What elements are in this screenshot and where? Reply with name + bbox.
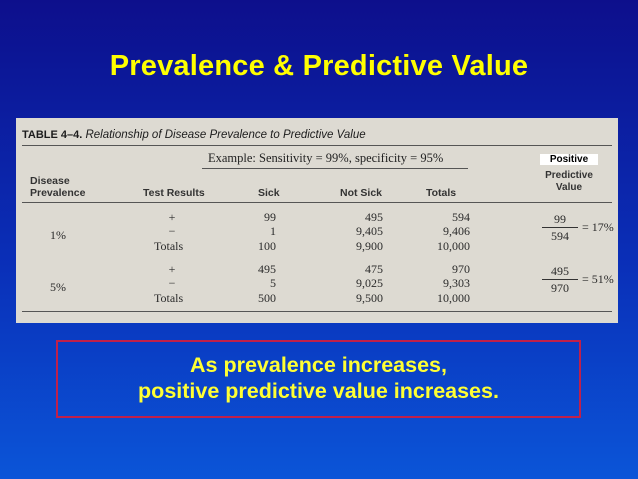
message-line-2: positive predictive value increases. — [138, 379, 499, 403]
message-box: As prevalence increases, positive predic… — [56, 340, 581, 418]
table-cell: 10,000 — [437, 291, 470, 305]
table-caption: TABLE 4–4. Relationship of Disease Preva… — [22, 127, 366, 142]
table-cell: + — [168, 210, 176, 224]
table-cell: 10,000 — [437, 239, 470, 253]
header-prevalence: Prevalence — [30, 187, 86, 199]
table-cell: + — [168, 262, 176, 276]
table-cell: − — [168, 276, 176, 290]
message-line-1: As prevalence increases, — [190, 353, 447, 377]
ppv-numerator: 495 — [551, 264, 569, 278]
ppv-fraction-2: 495 970 = 51% — [540, 264, 618, 298]
table-cell: 100 — [258, 239, 276, 253]
header-rule — [22, 202, 612, 203]
table-bottom-rule — [22, 311, 612, 312]
example-rule — [202, 168, 468, 169]
ppv-denominator: 594 — [551, 229, 569, 243]
table-cell: 495 — [258, 262, 276, 276]
group-1-prevalence: 1% — [50, 228, 66, 242]
fraction-bar — [542, 279, 578, 280]
ppv-denominator: 970 — [551, 281, 569, 295]
table-label: TABLE 4–4. — [22, 129, 83, 141]
header-sick: Sick — [258, 187, 280, 199]
table-cell: 475 — [365, 262, 383, 276]
table-cell: 1 — [270, 224, 276, 238]
header-not-sick: Not Sick — [340, 187, 383, 199]
table-example: Example: Sensitivity = 99%, specificity … — [208, 151, 444, 165]
table-image: TABLE 4–4. Relationship of Disease Preva… — [16, 118, 618, 323]
slide-title: Prevalence & Predictive Value — [109, 50, 529, 82]
group-2-prevalence: 5% — [50, 280, 66, 294]
ppv-result: = 51% — [582, 272, 614, 286]
table-cell: 99 — [264, 210, 276, 224]
ppv-numerator: 99 — [554, 212, 566, 226]
table-cell: 9,500 — [356, 291, 383, 305]
table-top-rule — [22, 145, 612, 146]
fraction-bar — [542, 227, 578, 228]
table-cell: 9,900 — [356, 239, 383, 253]
table-cell: 594 — [452, 210, 470, 224]
header-disease: Disease — [30, 175, 70, 187]
table-cell: 970 — [452, 262, 470, 276]
table-cell: 495 — [365, 210, 383, 224]
header-totals: Totals — [426, 187, 457, 199]
header-test-results: Test Results — [143, 187, 205, 199]
ppv-header-predictive: Predictive — [545, 170, 593, 181]
table-cell: 9,406 — [443, 224, 470, 238]
table-title: Relationship of Disease Prevalence to Pr… — [85, 129, 366, 141]
table-cell: Totals — [154, 239, 184, 253]
table-cell: Totals — [154, 291, 184, 305]
table-cell: − — [168, 224, 176, 238]
ppv-header-positive: Positive — [540, 154, 598, 165]
table-cell: 5 — [270, 276, 276, 290]
ppv-header-value: Value — [555, 182, 583, 193]
table-cell: 9,303 — [443, 276, 470, 290]
ppv-result: = 17% — [582, 220, 614, 234]
table-cell: 9,025 — [356, 276, 383, 290]
table-cell: 500 — [258, 291, 276, 305]
table-cell: 9,405 — [356, 224, 383, 238]
ppv-fraction-1: 99 594 = 17% — [540, 212, 618, 246]
